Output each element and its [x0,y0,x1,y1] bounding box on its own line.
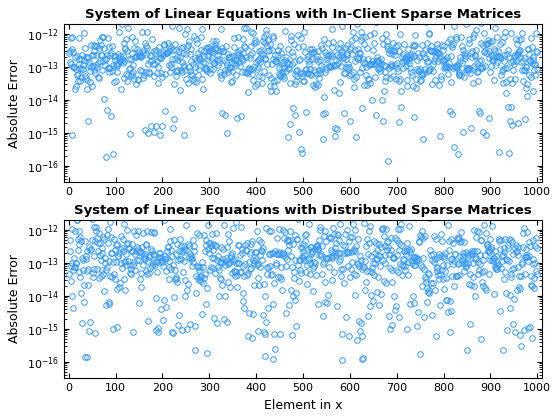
Title: System of Linear Equations with Distributed Sparse Matrices: System of Linear Equations with Distribu… [74,204,532,217]
Y-axis label: Absolute Error: Absolute Error [8,255,21,344]
Y-axis label: Absolute Error: Absolute Error [8,59,21,147]
Title: System of Linear Equations with In-Client Sparse Matrices: System of Linear Equations with In-Clien… [85,8,521,21]
X-axis label: Element in x: Element in x [264,399,342,412]
